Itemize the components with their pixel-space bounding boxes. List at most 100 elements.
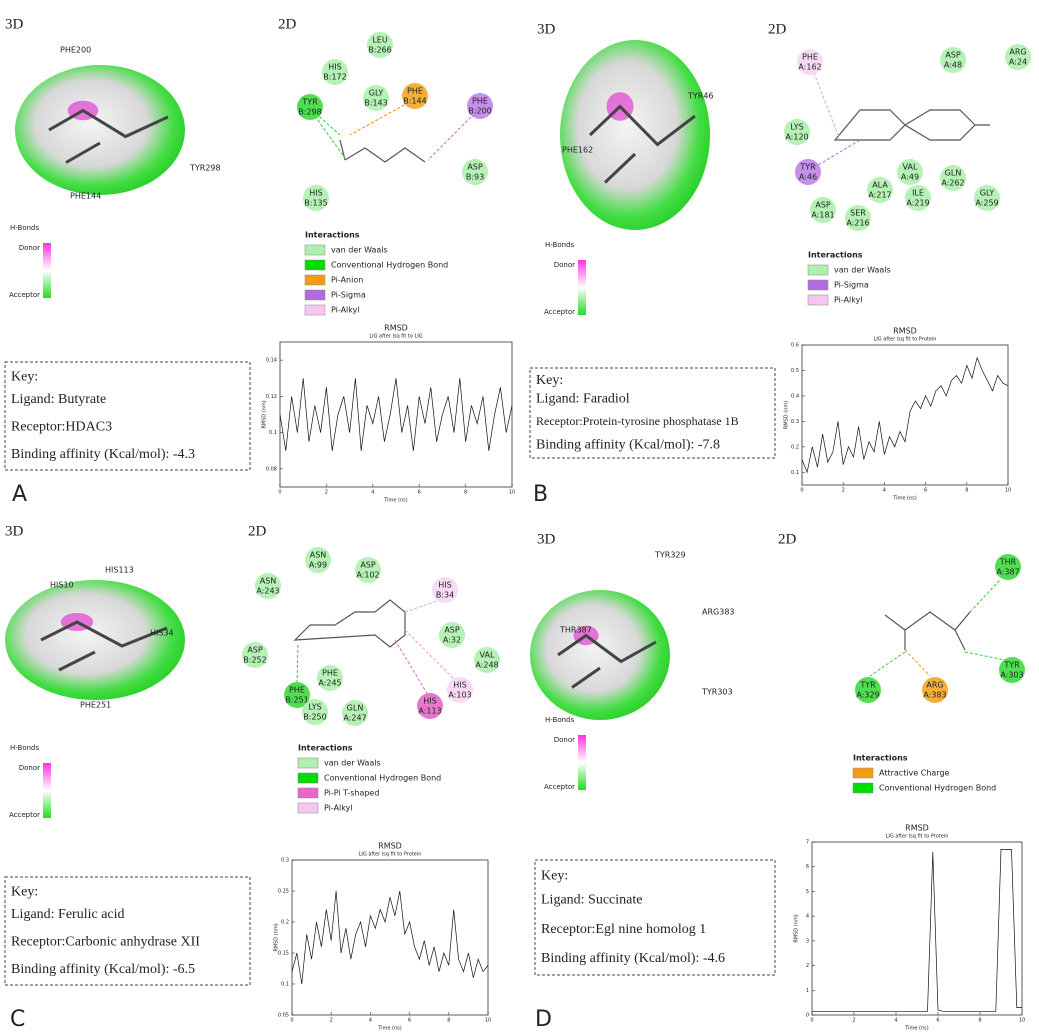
label-2d: 2D <box>768 21 787 37</box>
residue-name: GLN <box>347 704 364 713</box>
y-tick-label: 0 <box>806 1013 809 1019</box>
legend-swatch <box>304 304 326 316</box>
hbonds-acceptor: Acceptor <box>544 783 575 791</box>
residue-node <box>467 93 493 119</box>
binding-surface <box>15 65 185 195</box>
x-tick-label: 2 <box>330 1018 333 1024</box>
legend-swatch <box>807 294 829 306</box>
legend-label: van der Waals <box>324 759 381 768</box>
key-title: Key: <box>541 868 568 883</box>
panel-letter: A <box>12 482 27 507</box>
legend-swatch <box>304 289 326 301</box>
affinity-value: -7.8 <box>698 438 720 453</box>
residue-node <box>297 94 323 120</box>
residue-node <box>784 119 810 145</box>
plot-frame <box>811 841 1023 1016</box>
y-tick-label: 0.3 <box>281 858 289 864</box>
residue-chain: A:48 <box>944 61 962 70</box>
x-tick-label: 10 <box>485 1018 491 1024</box>
residue-node <box>922 677 948 703</box>
residue-chain: A:259 <box>975 199 998 208</box>
hbonds-donor: Donor <box>19 244 40 252</box>
residue-chain: A:216 <box>846 219 869 228</box>
residue-name: HIS <box>438 581 451 590</box>
residue-node <box>1005 44 1031 70</box>
residue-node <box>355 557 381 583</box>
x-tick-label: 4 <box>371 490 374 496</box>
residue-name: HIS <box>309 189 322 198</box>
interaction-line <box>964 651 1006 661</box>
residue-name: SER <box>850 209 866 218</box>
residue-name: ARG <box>1009 48 1026 57</box>
residue-chain: B:135 <box>304 199 327 208</box>
legend-label: Conventional Hydrogen Bond <box>324 774 441 783</box>
key-box <box>4 361 251 471</box>
residue-node <box>897 159 923 185</box>
y-tick-label: 0.4 <box>791 393 799 399</box>
x-tick-label: 0 <box>810 1018 813 1024</box>
residue-chain: A:102 <box>356 571 379 580</box>
key-title: Key: <box>536 373 563 388</box>
residue-node <box>855 677 881 703</box>
plot-frame <box>801 344 1009 486</box>
y-tick-label: 0.2 <box>281 920 289 926</box>
residue-node <box>322 59 348 85</box>
residue-name: ASN <box>310 551 327 560</box>
label-3d: 3D <box>537 531 556 547</box>
residue-3d-label: TYR46 <box>687 92 714 101</box>
key-ligand: Ligand: Succinate <box>541 892 642 907</box>
residue-name: TYR <box>799 163 816 172</box>
residue-name: ASN <box>260 577 277 586</box>
key-ligand: Ligand: Ferulic acid <box>11 907 125 922</box>
residue-node <box>402 83 428 109</box>
label-2d: 2D <box>778 531 797 547</box>
legend-label: Conventional Hydrogen Bond <box>879 784 996 793</box>
residue-3d-label: TYR303 <box>701 688 733 697</box>
legend-label: Attractive Charge <box>879 769 950 778</box>
plot-subtitle: LIG after lsq fit to LIG <box>369 334 422 340</box>
plot-subtitle: LIG after lsq fit to Protein <box>886 834 949 840</box>
affinity-value: -4.6 <box>703 951 725 966</box>
residue-node <box>795 159 821 185</box>
interaction-line <box>427 109 479 161</box>
y-tick-label: 2 <box>806 963 809 969</box>
residue-3d-label: PHE144 <box>70 192 101 201</box>
residue-chain: B:172 <box>323 73 346 82</box>
interaction-line <box>296 644 299 683</box>
residue-name: TYR <box>859 681 876 690</box>
hbonds-acceptor: Acceptor <box>9 811 40 819</box>
residue-3d-label: THR387 <box>559 626 592 635</box>
residue-chain: B:251 <box>285 696 308 705</box>
residue-node <box>342 700 368 726</box>
plot-title: RMSD <box>905 824 929 833</box>
interaction-line <box>394 639 429 696</box>
panel-letter: D <box>535 1007 552 1032</box>
interaction-line <box>869 651 906 677</box>
residue-name: PHE <box>289 686 305 695</box>
key-box <box>529 367 776 459</box>
residue-3d-label: HIS34 <box>150 629 174 638</box>
residue-node <box>810 197 836 223</box>
key-affinity: Binding affinity (Kcal/mol): -6.5 <box>11 962 195 977</box>
legend-swatch <box>807 264 829 276</box>
y-tick-label: 0.1 <box>281 982 289 988</box>
key-title: Key: <box>11 884 38 899</box>
residue-name: TYR <box>1003 661 1020 670</box>
hbonds-bar <box>578 260 586 315</box>
interactions-title: Interactions <box>853 754 908 763</box>
residue-3d-label: ARG383 <box>702 608 735 617</box>
hbonds-title: H-Bonds <box>10 224 40 232</box>
affinity-label: Binding affinity (Kcal/mol): <box>536 438 694 453</box>
binding-surface <box>530 590 670 720</box>
residue-chain: B:252 <box>243 656 266 665</box>
hbonds-acceptor: Acceptor <box>9 291 40 299</box>
residue-3d-label: TYR298 <box>189 164 221 173</box>
residue-node <box>867 177 893 203</box>
residue-node <box>317 665 343 691</box>
residue-node <box>462 159 488 185</box>
binding-surface <box>560 40 710 230</box>
hbonds-donor: Donor <box>554 736 575 744</box>
legend-label: Conventional Hydrogen Bond <box>331 261 448 270</box>
ligand-sticks <box>40 620 168 672</box>
residue-chain: A:181 <box>811 211 834 220</box>
